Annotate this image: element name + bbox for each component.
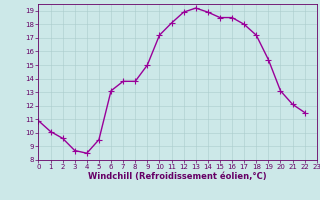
X-axis label: Windchill (Refroidissement éolien,°C): Windchill (Refroidissement éolien,°C) [88,172,267,181]
